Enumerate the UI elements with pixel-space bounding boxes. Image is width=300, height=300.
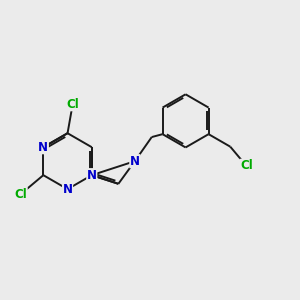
Text: N: N [87,169,97,182]
Text: N: N [63,183,73,196]
Text: N: N [38,141,48,154]
Text: Cl: Cl [14,188,27,201]
Text: Cl: Cl [66,98,79,111]
Text: Cl: Cl [240,159,253,172]
Text: N: N [130,155,140,168]
